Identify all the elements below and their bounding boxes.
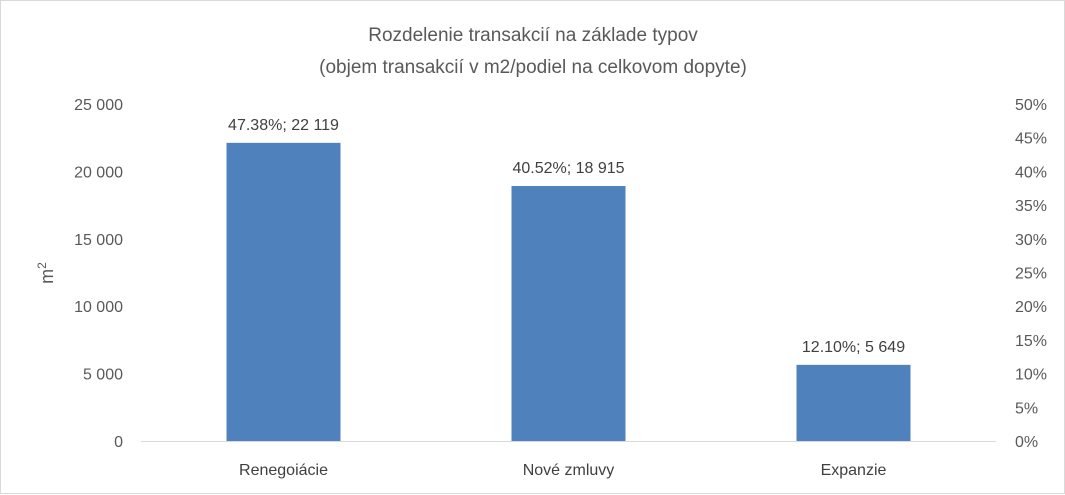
y-tick-label: 15 000: [74, 232, 123, 249]
y2-tick-label: 20%: [1015, 299, 1047, 316]
y2-tick-label: 40%: [1015, 164, 1047, 181]
data-label: 47.38%; 22 119: [228, 117, 339, 134]
y2-tick-label: 35%: [1015, 198, 1047, 215]
y2-tick-label: 50%: [1015, 97, 1047, 114]
x-category-label: Renegoiácie: [239, 462, 328, 479]
bar: [511, 186, 626, 441]
y-axis-label-superscript: 2: [35, 262, 49, 269]
x-category-label: Expanzie: [821, 462, 887, 479]
bar: [796, 364, 911, 441]
y2-tick-label: 45%: [1015, 131, 1047, 148]
y2-tick-label: 30%: [1015, 232, 1047, 249]
y2-tick-label: 10%: [1015, 367, 1047, 384]
y-tick-label: 0: [114, 434, 123, 451]
y-axis-label: m2: [35, 262, 57, 284]
y2-tick-label: 25%: [1015, 266, 1047, 283]
y-tick-label: 10 000: [74, 299, 123, 316]
y-tick-label: 5 000: [83, 367, 123, 384]
chart-title-line1: Rozdelenie transakcií na základe typov: [368, 25, 698, 46]
y2-tick-label: 15%: [1015, 333, 1047, 350]
y-axis-label-unit: m: [37, 269, 57, 284]
x-category-label: Nové zmluvy: [523, 462, 615, 479]
y-tick-label: 20 000: [74, 164, 123, 181]
data-label: 40.52%; 18 915: [512, 160, 624, 177]
y2-tick-label: 5%: [1015, 400, 1038, 417]
plot-area: 0 5 000 10 000 15 000 20 000 25 000 0% 5% 10% 15%…: [74, 97, 1047, 479]
chart-title-line2: (objem transakcií v m2/podiel na celkovo…: [319, 57, 747, 78]
data-label: 12.10%; 5 649: [802, 339, 905, 356]
bar: [226, 142, 341, 441]
y2-tick-label: 0%: [1015, 434, 1038, 451]
y-tick-label: 25 000: [74, 97, 123, 114]
